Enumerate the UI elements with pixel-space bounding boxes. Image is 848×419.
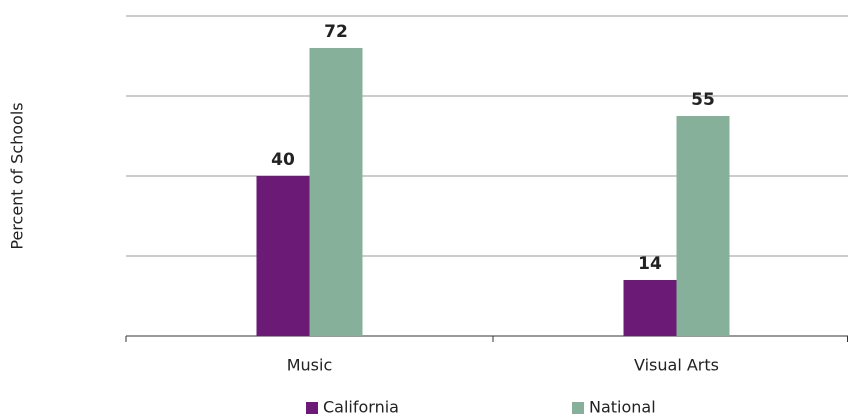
legend-label: California [323,398,399,417]
bar [309,48,363,336]
legend-label: National [589,398,656,417]
bar [623,280,677,336]
x-tick-label: Visual Arts [634,356,719,375]
x-tick-label: Music [287,356,333,375]
data-label: 72 [324,22,348,42]
data-label: 40 [271,150,295,170]
bar [676,116,730,336]
legend-swatch [572,402,584,414]
data-label: 14 [638,254,662,274]
legend-swatch [306,402,318,414]
data-label: 55 [691,90,715,110]
bar [256,176,310,336]
y-axis-label: Percent of Schools [8,102,27,249]
